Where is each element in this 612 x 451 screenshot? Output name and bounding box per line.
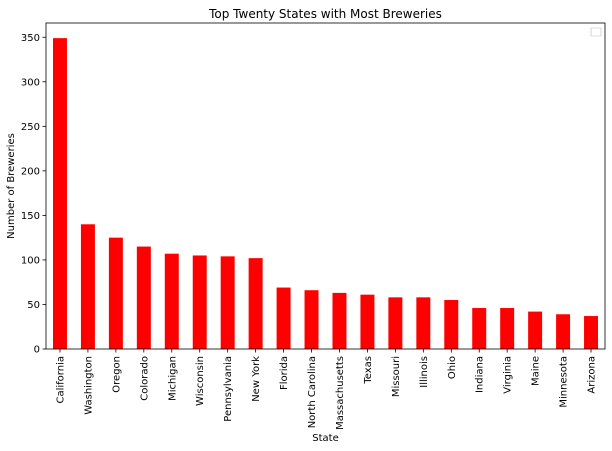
chart-title: Top Twenty States with Most Breweries — [208, 7, 442, 21]
bar-washington — [80, 224, 95, 349]
y-tick-label: 300 — [21, 77, 40, 88]
y-tick-label: 350 — [21, 33, 40, 44]
y-axis-label: Number of Breweries — [6, 133, 17, 239]
bar-colorado — [136, 246, 151, 349]
x-tick-label: Virginia — [503, 356, 514, 394]
bar-missouri — [388, 297, 403, 349]
x-tick-label: New York — [251, 356, 262, 402]
bar-texas — [360, 294, 375, 349]
y-tick-label: 250 — [21, 122, 40, 133]
bar-minnesota — [556, 314, 571, 349]
x-tick-label: Florida — [279, 356, 290, 390]
y-axis: 0 50 100 150 200 250 300 350 — [21, 33, 46, 356]
x-tick-label: Oregon — [111, 356, 122, 393]
x-tick-label: Illinois — [419, 356, 430, 388]
x-tick-label: Colorado — [139, 356, 150, 401]
bar-michigan — [164, 253, 179, 349]
y-tick-label: 50 — [27, 300, 40, 311]
x-tick-label: Washington — [83, 356, 94, 415]
x-tick-label: Pennsylvania — [223, 356, 234, 422]
x-tick-label: Arizona — [587, 356, 598, 394]
bar-california — [52, 38, 67, 349]
bar-illinois — [416, 297, 431, 349]
x-tick-label: Missouri — [391, 356, 402, 397]
bar-north-carolina — [304, 290, 319, 349]
bar-ohio — [444, 300, 459, 349]
bar-massachusetts — [332, 292, 347, 349]
y-tick-label: 150 — [21, 211, 40, 222]
legend-box — [590, 27, 602, 37]
x-tick-label: Wisconsin — [195, 356, 206, 406]
bar-florida — [276, 287, 291, 349]
x-tick-label: Indiana — [475, 356, 486, 393]
bars-group — [52, 38, 599, 349]
y-tick-label: 0 — [34, 345, 40, 356]
bar-wisconsin — [192, 255, 207, 349]
bar-arizona — [584, 316, 599, 349]
x-tick-label: Michigan — [167, 356, 178, 401]
bar-maine — [528, 311, 543, 349]
bar-indiana — [472, 308, 487, 349]
y-tick-label: 200 — [21, 166, 40, 177]
x-tick-label: Minnesota — [559, 356, 570, 408]
x-tick-label: California — [55, 356, 66, 404]
plot-frame — [45, 22, 606, 350]
x-tick-label: Maine — [531, 356, 542, 386]
x-axis: California Washington Oregon Colorado Michig… — [55, 349, 598, 430]
x-axis-label: State — [312, 433, 338, 444]
bar-oregon — [108, 237, 123, 349]
bar-new-york — [248, 258, 263, 349]
bar-virginia — [500, 308, 515, 349]
y-tick-label: 100 — [21, 255, 40, 266]
bar-pennsylvania — [220, 256, 235, 349]
x-tick-label: Ohio — [447, 356, 458, 379]
x-tick-label: Massachusetts — [335, 356, 346, 430]
x-tick-label: Texas — [363, 356, 374, 385]
x-tick-label: North Carolina — [307, 356, 318, 428]
